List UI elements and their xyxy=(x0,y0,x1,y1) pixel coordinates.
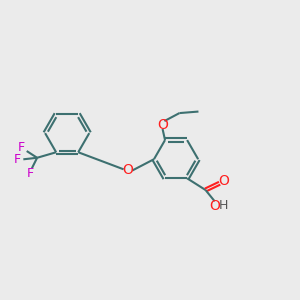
Text: F: F xyxy=(27,167,34,180)
Text: F: F xyxy=(18,142,25,154)
Text: O: O xyxy=(157,118,168,132)
Text: H: H xyxy=(219,200,228,212)
Text: F: F xyxy=(14,153,21,166)
Text: O: O xyxy=(218,174,229,188)
Text: O: O xyxy=(209,199,220,213)
Text: O: O xyxy=(122,163,134,177)
